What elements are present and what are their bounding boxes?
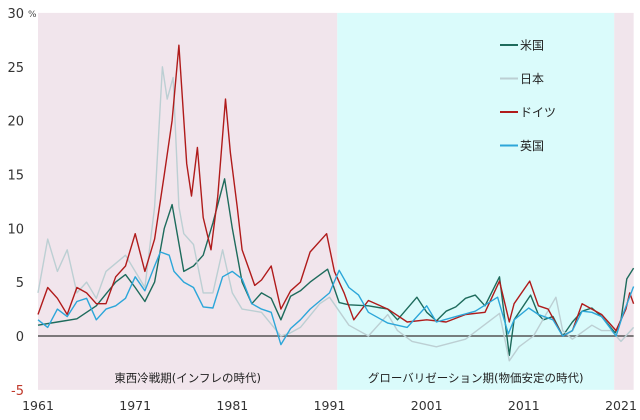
period-band [38, 12, 338, 390]
y-tick-label: 15 [7, 168, 24, 183]
series-line-4 [37, 251, 635, 346]
x-tick-label: 1961 [22, 398, 54, 413]
y-unit-label: % [28, 10, 37, 20]
y-tick-label: -5 [11, 384, 24, 399]
y-tick-label: 10 [7, 222, 24, 237]
x-tick-label: 1971 [119, 398, 151, 413]
y-tick-label: 25 [7, 61, 24, 76]
x-tick-label: 2011 [508, 398, 540, 413]
legend-label: 米国 [520, 39, 544, 53]
y-tick-label: 20 [7, 115, 24, 130]
period-bands [38, 12, 634, 390]
period-band [337, 12, 615, 390]
y-axis-ticks: 30 25 20 15 10 5 0 -5 [7, 7, 24, 399]
legend-label: 英国 [520, 139, 544, 153]
period-labels: 東西冷戦期(インフレの時代) グローバリゼーション期(物価安定の時代) [114, 371, 583, 385]
x-tick-label: 2021 [605, 398, 637, 413]
legend-label: 日本 [520, 72, 544, 86]
y-tick-label: 0 [16, 330, 24, 345]
x-tick-label: 1991 [314, 398, 346, 413]
x-axis-ticks: 1961 1971 1981 1991 2001 2011 2021 [22, 398, 637, 413]
series-lines [37, 44, 635, 362]
y-tick-label: 30 [7, 7, 24, 22]
x-tick-label: 1981 [216, 398, 248, 413]
period-label: 東西冷戦期(インフレの時代) [114, 371, 261, 385]
legend-label: ドイツ [520, 106, 556, 120]
period-label: グローバリゼーション期(物価安定の時代) [368, 371, 584, 385]
x-tick-label: 2001 [411, 398, 443, 413]
y-tick-label: 5 [16, 276, 24, 291]
series-line-2 [37, 66, 635, 362]
series-line-3 [37, 44, 635, 337]
